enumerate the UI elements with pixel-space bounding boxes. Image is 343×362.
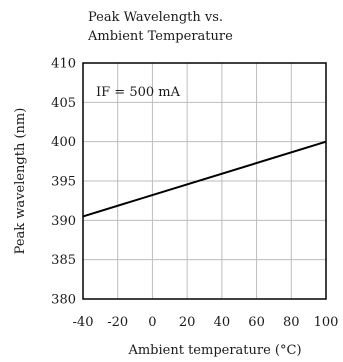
- tick-labels: -40 -20 0 20 40 60 80 100 380 385 390 395 400 405 410: [51, 57, 338, 331]
- x-tick-label: 20: [179, 315, 196, 330]
- x-tick-label: 40: [214, 315, 231, 330]
- x-tick-label: 0: [148, 315, 156, 330]
- x-tick-label: -20: [107, 315, 128, 330]
- x-tick-label: 100: [314, 315, 339, 330]
- chart-title-line-1: Peak Wavelength vs.: [88, 10, 223, 25]
- plot-frame: [82, 62, 327, 300]
- y-tick-label: 390: [51, 214, 76, 229]
- y-tick-label: 405: [51, 96, 76, 111]
- y-tick-label: 380: [51, 293, 76, 308]
- grid: [83, 63, 326, 299]
- x-axis-label: Ambient temperature (°C): [127, 343, 301, 358]
- x-tick-label: 60: [248, 315, 265, 330]
- y-axis-label: Peak wavelength (nm): [13, 108, 28, 255]
- y-tick-label: 410: [51, 57, 76, 72]
- annotation-if: IF = 500 mA: [96, 85, 181, 100]
- y-tick-label: 400: [51, 135, 76, 150]
- x-tick-label: -40: [73, 315, 94, 330]
- y-tick-label: 395: [51, 175, 76, 190]
- series-layer: [82, 140, 327, 218]
- chart-title-line-2: Ambient Temperature: [87, 29, 233, 44]
- x-tick-label: 80: [283, 315, 300, 330]
- y-tick-label: 385: [51, 253, 76, 268]
- series-line-0: [82, 140, 327, 218]
